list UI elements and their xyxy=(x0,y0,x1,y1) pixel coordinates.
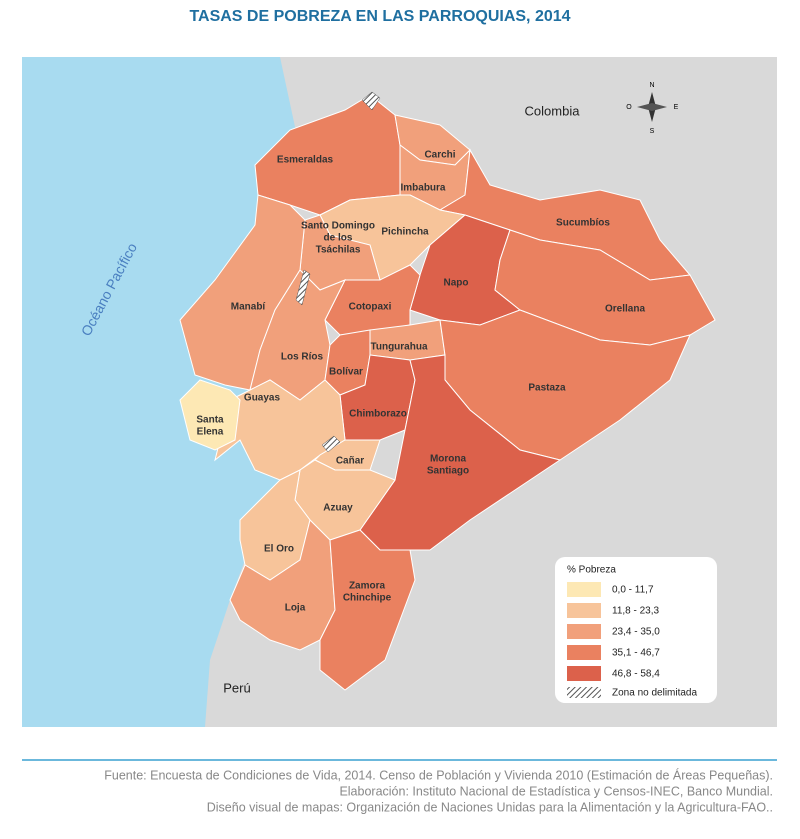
province-label: Tsáchilas xyxy=(316,245,361,256)
legend: % Pobreza 0,0 - 11,7 11,8 - 23,3 23,4 - 35… xyxy=(555,557,717,703)
province xyxy=(214,379,346,481)
undelimited-zone xyxy=(361,91,381,111)
province xyxy=(319,529,416,691)
undelimited-zone xyxy=(295,269,311,306)
province-label: Chimborazo xyxy=(349,409,407,420)
legend-label: 35,1 - 46,7 xyxy=(612,648,660,659)
province-label: Sucumbíos xyxy=(556,218,610,229)
province-label: Cotopaxi xyxy=(349,302,392,313)
province-labels: Esmeraldas Carchi Imbabura Sucumbíos Pichinc… xyxy=(196,150,645,614)
provinces xyxy=(179,94,716,691)
footer-line: Elaboración: Instituto Nacional de Estad… xyxy=(339,784,773,798)
province-label: Imbabura xyxy=(400,183,445,194)
province-label: Guayas xyxy=(244,393,281,404)
compass-letter: S xyxy=(650,128,655,135)
compass: N O E S xyxy=(626,82,678,135)
compass-needle xyxy=(637,103,667,111)
legend-label: 23,4 - 35,0 xyxy=(612,627,660,638)
province-label: de los xyxy=(324,233,353,244)
footer: Fuente: Encuesta de Condiciones de Vida,… xyxy=(104,767,773,814)
province-label: Bolívar xyxy=(329,367,363,378)
legend-swatch xyxy=(567,624,601,639)
province-label: El Oro xyxy=(264,544,294,555)
province-label: Santo Domingo xyxy=(301,221,375,232)
country-label: Perú xyxy=(223,680,250,695)
province-label: Esmeraldas xyxy=(277,155,334,166)
province-label: Cañar xyxy=(336,456,364,467)
province xyxy=(324,264,421,336)
legend-swatch xyxy=(567,645,601,660)
province-label: Tungurahua xyxy=(370,342,427,353)
compass-letter: E xyxy=(674,104,679,111)
compass-letter: N xyxy=(649,82,654,89)
legend-label: 46,8 - 58,4 xyxy=(612,669,660,680)
province-label: Santiago xyxy=(427,466,469,477)
legend-label: Zona no delimitada xyxy=(612,688,697,699)
province-label: Chinchipe xyxy=(343,593,392,604)
province-label: Santa xyxy=(196,415,224,426)
legend-title: % Pobreza xyxy=(567,565,616,576)
province-label: Azuay xyxy=(323,503,353,514)
province-label: Los Ríos xyxy=(281,352,324,363)
footer-line: Fuente: Encuesta de Condiciones de Vida,… xyxy=(104,767,773,782)
legend-swatch xyxy=(567,687,601,698)
undelimited-zone xyxy=(321,435,341,453)
title: TASAS DE POBREZA EN LAS PARROQUIAS, 2014 xyxy=(189,8,570,25)
province-label: Loja xyxy=(285,603,306,614)
country-label: Colombia xyxy=(525,103,581,118)
footer-line: Diseño visual de mapas: Organización de … xyxy=(207,800,773,814)
compass-letter: O xyxy=(626,104,632,111)
legend-swatch xyxy=(567,582,601,597)
legend-label: 0,0 - 11,7 xyxy=(612,585,654,596)
province-label: Napo xyxy=(444,278,469,289)
province xyxy=(179,379,241,451)
province-label: Pastaza xyxy=(528,383,566,394)
province-label: Pichincha xyxy=(381,227,429,238)
legend-label: 11,8 - 23,3 xyxy=(612,606,660,617)
province-label: Morona xyxy=(430,454,467,465)
province-label: Zamora xyxy=(349,581,386,592)
province-label: Manabí xyxy=(231,302,267,313)
legend-swatch xyxy=(567,603,601,618)
province-label: Elena xyxy=(197,427,224,438)
province-label: Carchi xyxy=(424,150,455,161)
province-label: Orellana xyxy=(605,304,645,315)
legend-swatch xyxy=(567,666,601,681)
